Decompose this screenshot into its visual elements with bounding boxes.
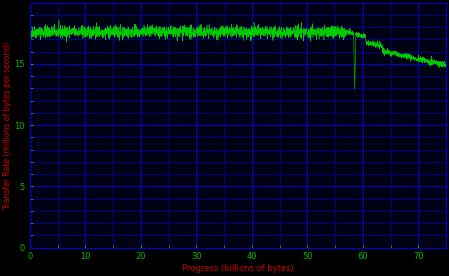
Y-axis label: Transfer Rate (millions of bytes per second): Transfer Rate (millions of bytes per sec…: [3, 42, 12, 209]
X-axis label: Progress (billions of bytes): Progress (billions of bytes): [182, 264, 294, 273]
